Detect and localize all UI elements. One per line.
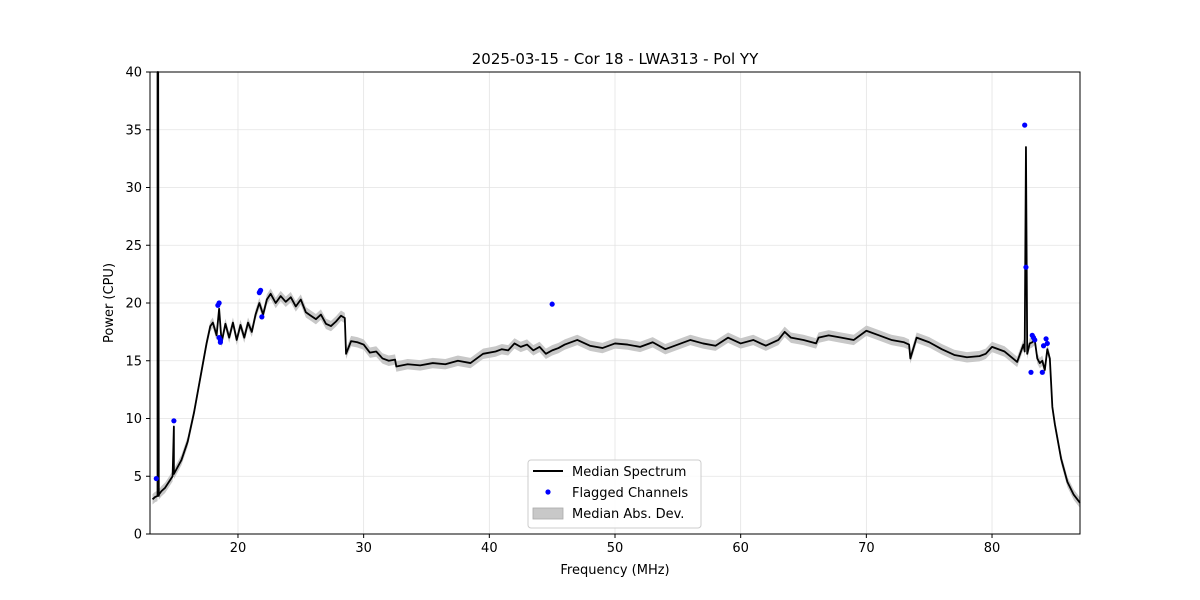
x-axis-label: Frequency (MHz) xyxy=(560,563,669,578)
y-tick-label: 35 xyxy=(125,123,142,138)
x-tick-label: 70 xyxy=(858,541,875,556)
median-spectrum-line xyxy=(151,71,1081,504)
x-axis: 20 30 40 50 60 70 80 xyxy=(230,534,1001,556)
flagged-channel-point xyxy=(1022,122,1028,128)
x-tick-label: 80 xyxy=(984,541,1001,556)
flagged-channel-point xyxy=(257,288,263,295)
legend-band-swatch xyxy=(532,507,564,520)
flagged-channels-points xyxy=(153,122,1050,482)
x-tick-label: 60 xyxy=(732,541,749,556)
flagged-channel-point xyxy=(549,301,555,307)
flagged-channel-point xyxy=(216,300,222,306)
x-tick-label: 20 xyxy=(230,541,247,556)
flagged-channel-point xyxy=(259,314,265,320)
flagged-channel-point xyxy=(1044,340,1050,347)
flagged-channel-point xyxy=(1039,369,1045,375)
y-axis: 0 5 10 15 20 25 30 35 40 xyxy=(125,66,150,543)
flagged-channel-point xyxy=(1023,264,1029,270)
x-tick-label: 50 xyxy=(607,541,624,556)
legend-label-flagged-channels: Flagged Channels xyxy=(572,486,688,501)
legend-label-median-abs-dev: Median Abs. Dev. xyxy=(572,507,684,522)
y-tick-label: 15 xyxy=(125,354,142,369)
median-spectrum-path xyxy=(151,71,1081,504)
flagged-channel-point xyxy=(171,418,177,424)
y-tick-label: 20 xyxy=(125,297,142,312)
y-tick-label: 40 xyxy=(125,66,142,81)
flagged-channel-point xyxy=(1028,369,1034,375)
y-tick-label: 10 xyxy=(125,412,142,427)
x-tick-label: 30 xyxy=(355,541,372,556)
legend-label-median-spectrum: Median Spectrum xyxy=(572,465,686,480)
flagged-channel-point xyxy=(1032,337,1038,343)
y-tick-label: 25 xyxy=(125,239,142,254)
flagged-channel-point xyxy=(1043,336,1049,342)
y-tick-label: 5 xyxy=(134,470,142,485)
y-tick-label: 0 xyxy=(134,528,142,543)
legend: Median Spectrum Flagged Channels Median … xyxy=(527,459,702,529)
flagged-channel-point xyxy=(1040,343,1047,349)
chart-title: 2025-03-15 - Cor 18 - LWA313 - Pol YY xyxy=(472,50,759,68)
flagged-channel-point xyxy=(217,337,223,343)
y-tick-label: 30 xyxy=(125,181,142,196)
legend-point-swatch xyxy=(545,489,551,495)
y-axis-label: Power (CPU) xyxy=(102,263,117,343)
legend-box xyxy=(527,459,702,529)
flagged-channel-point xyxy=(153,475,159,482)
x-tick-label: 40 xyxy=(481,541,498,556)
